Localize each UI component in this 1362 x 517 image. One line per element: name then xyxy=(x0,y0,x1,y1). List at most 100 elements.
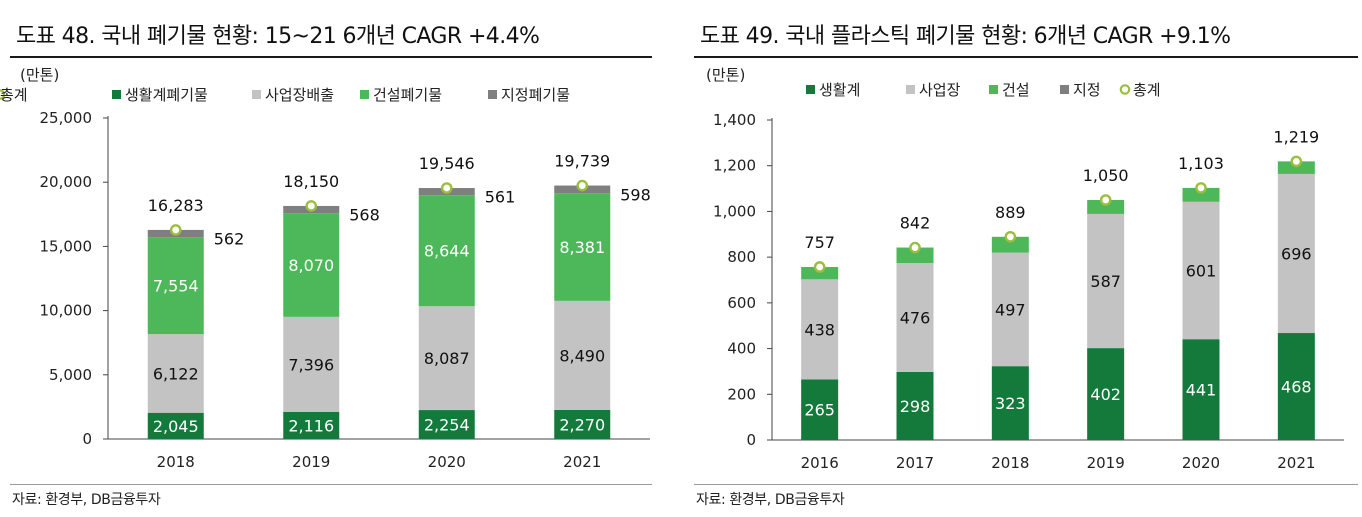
y-tick-label: 1,400 xyxy=(713,111,756,129)
data-label: 2,045 xyxy=(153,417,199,436)
legend-swatch xyxy=(989,85,998,94)
legend: 생활계폐기물 사업장배출 건설폐기물 지정폐기물 총계 xyxy=(0,86,570,104)
legend-swatch xyxy=(112,90,121,99)
bar-segment xyxy=(1182,339,1220,440)
data-label: 587 xyxy=(1090,272,1121,291)
total-marker xyxy=(440,182,453,194)
chart-panel-plastic: 도표 49. 국내 플라스틱 폐기물 현황: 6개년 CAGR +9.1% (만… xyxy=(684,0,1362,517)
legend-label: 총계 xyxy=(0,86,28,104)
x-tick-label: 2021 xyxy=(1277,454,1315,472)
total-marker xyxy=(1099,194,1112,206)
data-label: 265 xyxy=(804,401,835,420)
title-rule xyxy=(694,56,1358,58)
total-label: 16,283 xyxy=(148,196,204,215)
data-label: 8,087 xyxy=(424,349,470,368)
legend-label: 지정 xyxy=(1073,81,1101,99)
bar-segment xyxy=(1277,333,1315,440)
data-label: 441 xyxy=(1186,381,1217,400)
bar-segment xyxy=(1087,213,1125,349)
data-label: 561 xyxy=(485,188,516,207)
data-label: 438 xyxy=(804,320,835,339)
legend-swatch xyxy=(360,90,369,99)
total-label: 1,050 xyxy=(1083,166,1129,185)
unit-label: (만톤) xyxy=(706,66,745,84)
legend-swatch xyxy=(1119,84,1131,95)
legend: 생활계 사업장 건설 지정 총계 xyxy=(806,81,1161,99)
y-tick-label: 15,000 xyxy=(40,237,93,255)
legend-swatch xyxy=(806,85,815,94)
data-label: 568 xyxy=(349,206,380,225)
bar-segment xyxy=(283,411,340,439)
bar-segment xyxy=(991,366,1029,440)
bar-segment xyxy=(801,379,839,440)
bar-segment xyxy=(283,213,340,317)
chart-title: 도표 49. 국내 플라스틱 폐기물 현황: 6개년 CAGR +9.1% xyxy=(700,24,1231,49)
bar-segment xyxy=(283,316,340,412)
total-marker xyxy=(169,224,182,236)
legend-swatch xyxy=(1060,85,1069,94)
legend-label: 총계 xyxy=(1133,81,1161,99)
bar-segment xyxy=(896,263,934,372)
x-tick-label: 2017 xyxy=(896,454,934,472)
data-label: 468 xyxy=(1281,378,1312,397)
total-label: 842 xyxy=(900,214,931,233)
y-tick-label: 0 xyxy=(746,431,756,449)
legend-swatch xyxy=(488,90,497,99)
data-label: 8,644 xyxy=(424,242,470,261)
x-tick-label: 2020 xyxy=(1182,454,1220,472)
total-marker xyxy=(1004,230,1017,243)
bar-segment xyxy=(418,306,475,411)
legend-label: 생활계 xyxy=(819,81,860,99)
data-label: 6,122 xyxy=(153,364,199,383)
source-rule xyxy=(694,484,1358,485)
legend-label: 지정폐기물 xyxy=(501,86,570,104)
data-label: 8,070 xyxy=(288,256,334,275)
bar-segment xyxy=(147,412,204,439)
total-marker xyxy=(576,179,589,192)
bar-segment xyxy=(801,266,839,280)
data-label: 476 xyxy=(900,308,931,327)
data-label: 402 xyxy=(1090,385,1121,404)
y-tick-label: 0 xyxy=(82,430,92,448)
data-label: 601 xyxy=(1186,262,1217,281)
legend-swatch xyxy=(252,90,261,99)
bar-segment xyxy=(1182,201,1220,340)
x-tick-label: 2018 xyxy=(157,453,195,471)
total-marker xyxy=(305,200,318,212)
bar-segment xyxy=(554,300,611,410)
total-label: 1,103 xyxy=(1178,154,1224,173)
legend-label: 생활계폐기물 xyxy=(125,86,208,104)
bar-segment xyxy=(418,195,475,307)
x-tick-label: 2019 xyxy=(1087,454,1125,472)
bar-segment xyxy=(896,371,934,440)
legend-label: 사업장배출 xyxy=(265,86,334,104)
y-tick-label: 20,000 xyxy=(40,173,93,191)
total-marker xyxy=(1290,155,1303,168)
bar-segment xyxy=(147,334,204,413)
bar-segment xyxy=(554,409,611,439)
bar-segment xyxy=(1277,173,1315,334)
total-label: 18,150 xyxy=(283,172,339,191)
total-marker xyxy=(909,241,921,254)
chart-panel-waste: 도표 48. 국내 폐기물 현황: 15~21 6개년 CAGR +4.4% (… xyxy=(0,0,660,517)
y-tick-label: 25,000 xyxy=(40,109,93,127)
y-tick-label: 200 xyxy=(727,385,756,403)
x-tick-label: 2016 xyxy=(801,454,839,472)
stacked-bar-chart-waste: (만톤) 생활계폐기물 사업장배출 건설폐기물 지정폐기물 총계 0 5,000 10,000 1… xyxy=(0,66,651,471)
data-label: 7,396 xyxy=(288,355,334,374)
y-tick-label: 400 xyxy=(727,340,756,358)
data-label: 2,116 xyxy=(288,416,334,435)
total-marker xyxy=(813,261,826,273)
bar-segment xyxy=(1277,161,1315,174)
bar-segment xyxy=(991,236,1029,253)
legend-label: 건설폐기물 xyxy=(373,86,442,104)
data-label: 8,381 xyxy=(559,238,605,257)
x-tick-label: 2018 xyxy=(991,454,1029,472)
total-label: 889 xyxy=(995,203,1026,222)
source-note: 자료: 환경부, DB금융투자 xyxy=(696,492,845,508)
y-tick-label: 1,000 xyxy=(713,202,756,220)
total-marker xyxy=(1195,182,1207,194)
data-label: 497 xyxy=(995,300,1026,319)
data-label: 7,554 xyxy=(153,277,199,296)
total-label: 1,219 xyxy=(1273,127,1319,146)
